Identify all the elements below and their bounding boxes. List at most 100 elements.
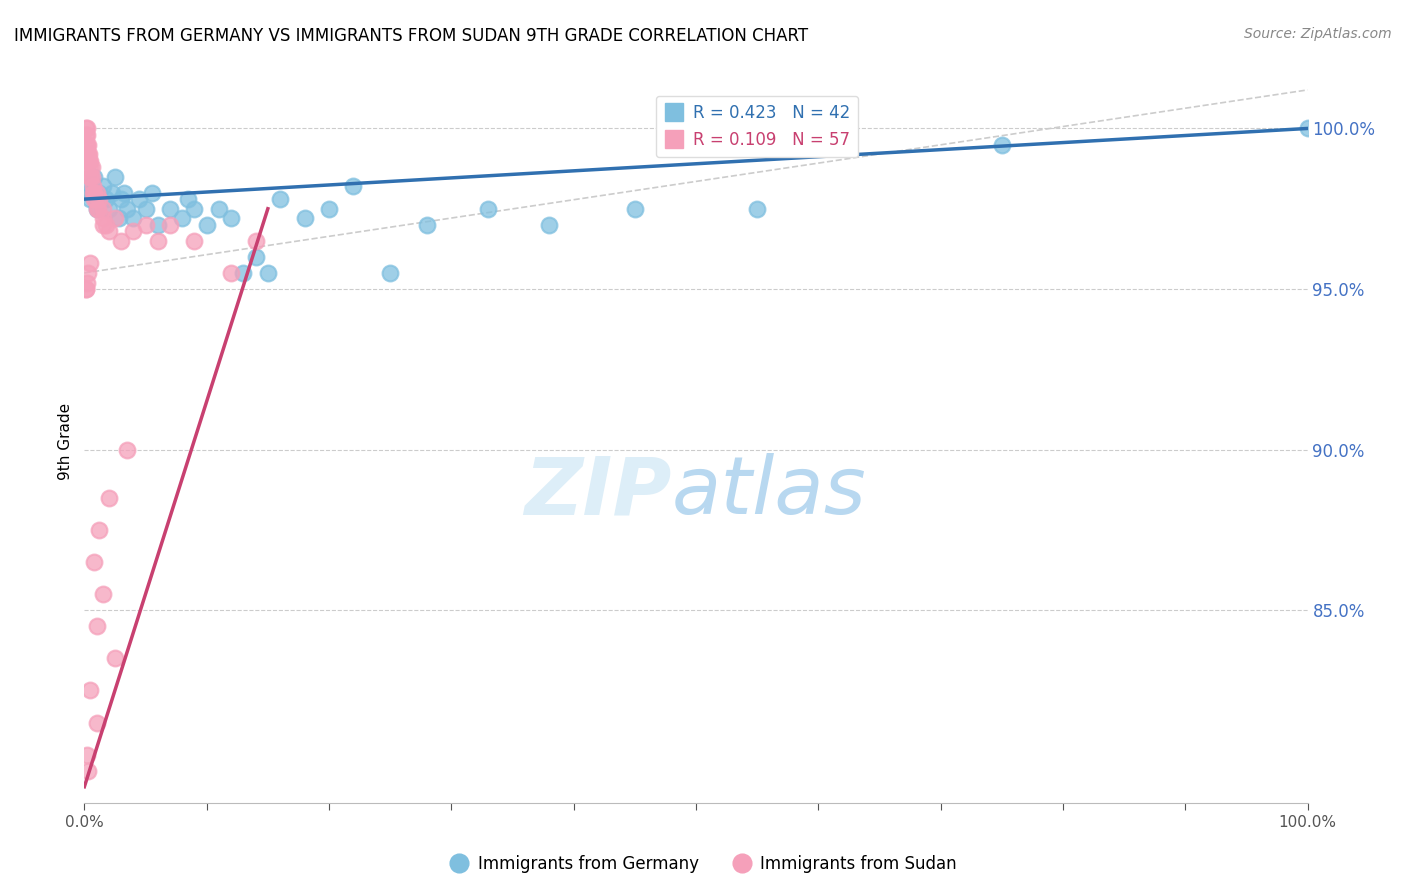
Point <box>76 747 98 762</box>
Point <box>76 128 98 142</box>
Point <box>84 192 107 206</box>
Point <box>83 555 105 569</box>
Point <box>82 186 104 200</box>
Point <box>77 186 100 200</box>
Point <box>91 179 114 194</box>
Point <box>101 186 124 200</box>
Point <box>183 234 205 248</box>
Legend: Immigrants from Germany, Immigrants from Sudan: Immigrants from Germany, Immigrants from… <box>443 848 963 880</box>
Point <box>83 192 105 206</box>
Point <box>245 234 267 248</box>
Point <box>76 276 98 290</box>
Point <box>75 282 97 296</box>
Point <box>115 202 138 216</box>
Point <box>87 192 110 206</box>
Point <box>269 192 291 206</box>
Point <box>77 266 100 280</box>
Point <box>991 137 1014 152</box>
Point <box>79 169 101 184</box>
Point <box>82 179 104 194</box>
Point <box>79 169 101 184</box>
Point <box>232 266 254 280</box>
Point <box>91 202 114 216</box>
Point <box>159 218 181 232</box>
Point <box>104 651 127 665</box>
Point <box>79 179 101 194</box>
Point <box>219 211 242 226</box>
Point <box>79 192 101 206</box>
Point <box>79 153 101 168</box>
Point <box>159 202 181 216</box>
Point <box>75 137 97 152</box>
Point <box>77 147 100 161</box>
Point <box>86 202 108 216</box>
Point <box>76 137 98 152</box>
Point <box>135 218 157 232</box>
Point <box>86 715 108 730</box>
Point <box>91 587 114 601</box>
Point <box>77 147 100 161</box>
Point <box>112 186 135 200</box>
Point <box>122 224 145 238</box>
Point <box>416 218 439 232</box>
Point <box>97 224 120 238</box>
Point <box>104 211 127 226</box>
Point <box>380 266 402 280</box>
Point <box>107 211 129 226</box>
Point <box>122 211 145 226</box>
Point <box>104 169 127 184</box>
Point <box>83 186 105 200</box>
Point <box>219 266 242 280</box>
Point <box>77 153 100 168</box>
Point <box>115 442 138 457</box>
Y-axis label: 9th Grade: 9th Grade <box>58 403 73 480</box>
Legend: R = 0.423   N = 42, R = 0.109   N = 57: R = 0.423 N = 42, R = 0.109 N = 57 <box>657 95 858 157</box>
Point <box>146 218 169 232</box>
Point <box>257 266 280 280</box>
Point <box>77 153 100 168</box>
Point <box>80 169 103 184</box>
Point <box>76 121 98 136</box>
Point <box>624 202 647 216</box>
Point <box>96 218 118 232</box>
Point <box>195 218 218 232</box>
Point <box>342 179 364 194</box>
Point <box>172 211 194 226</box>
Point <box>245 250 267 264</box>
Text: ZIP: ZIP <box>524 453 672 531</box>
Point <box>80 160 103 174</box>
Point <box>75 121 97 136</box>
Text: atlas: atlas <box>672 453 866 531</box>
Point <box>141 186 163 200</box>
Point <box>77 764 100 778</box>
Point <box>128 192 150 206</box>
Point <box>75 282 97 296</box>
Point <box>87 186 110 200</box>
Point <box>97 202 120 216</box>
Point <box>87 523 110 537</box>
Point <box>79 160 101 174</box>
Point <box>477 202 499 216</box>
Point <box>1296 121 1319 136</box>
Point <box>135 202 157 216</box>
Point <box>146 234 169 248</box>
Point <box>79 256 101 270</box>
Point <box>86 619 108 633</box>
Point <box>97 491 120 505</box>
Point <box>83 169 105 184</box>
Point <box>110 234 132 248</box>
Point <box>110 192 132 206</box>
Text: Source: ZipAtlas.com: Source: ZipAtlas.com <box>1244 27 1392 41</box>
Point <box>177 192 200 206</box>
Point <box>96 192 118 206</box>
Point <box>747 202 769 216</box>
Point <box>86 202 108 216</box>
Text: IMMIGRANTS FROM GERMANY VS IMMIGRANTS FROM SUDAN 9TH GRADE CORRELATION CHART: IMMIGRANTS FROM GERMANY VS IMMIGRANTS FR… <box>14 27 808 45</box>
Point <box>294 211 316 226</box>
Point <box>208 202 231 216</box>
Point <box>77 137 100 152</box>
Point <box>183 202 205 216</box>
Point <box>91 211 114 226</box>
Point <box>79 683 101 698</box>
Point <box>75 128 97 142</box>
